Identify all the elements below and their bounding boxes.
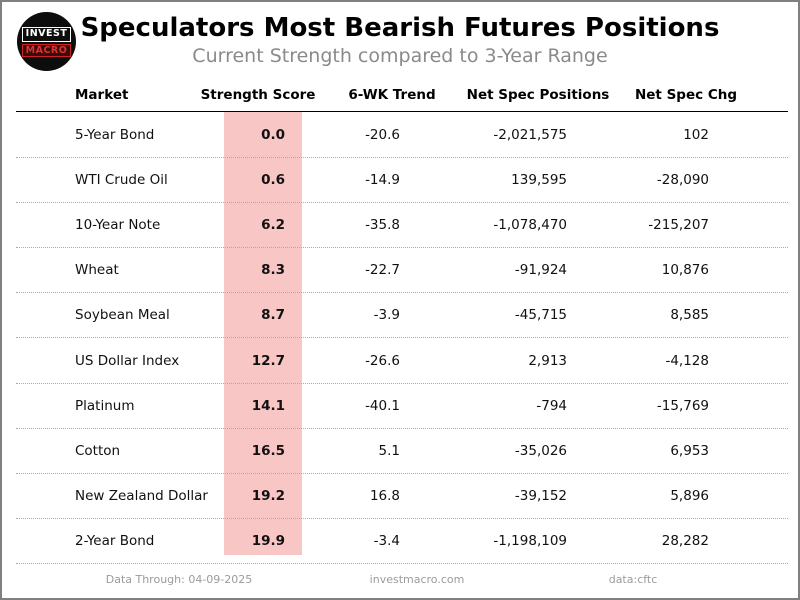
column-header-net-spec-chg: Net Spec Chg xyxy=(634,87,738,103)
net-spec-chg-cell: -28,090 xyxy=(656,171,709,188)
net-spec-positions-cell: -91,924 xyxy=(514,262,567,279)
net-spec-positions-cell: -35,026 xyxy=(514,442,567,459)
trend-cell: 5.1 xyxy=(378,442,400,459)
table-row: 5-Year Bond 0.0 -20.6 -2,021,575 102 xyxy=(16,113,788,158)
table-row: US Dollar Index 12.7 -26.6 2,913 -4,128 xyxy=(16,338,788,384)
net-spec-positions-cell: -794 xyxy=(536,397,567,414)
header-divider-line xyxy=(16,111,788,112)
market-cell: 5-Year Bond xyxy=(75,126,155,143)
column-header-market: Market xyxy=(75,87,129,103)
trend-cell: -3.4 xyxy=(373,533,400,550)
table-row: 10-Year Note 6.2 -35.8 -1,078,470 -215,2… xyxy=(16,203,788,249)
logo-text-macro: MACRO xyxy=(21,43,72,57)
net-spec-chg-cell: 8,585 xyxy=(670,307,709,324)
net-spec-chg-cell: 5,896 xyxy=(670,488,709,505)
market-cell: Platinum xyxy=(75,397,135,414)
column-header-6wk-trend: 6-WK Trend xyxy=(348,87,436,103)
strength-score-cell: 14.1 xyxy=(251,397,285,414)
trend-cell: -40.1 xyxy=(365,397,400,414)
column-header-net-spec-positions: Net Spec Positions xyxy=(466,87,610,103)
strength-score-highlight-band xyxy=(224,112,302,555)
net-spec-chg-cell: 102 xyxy=(683,126,709,143)
strength-score-cell: 8.3 xyxy=(261,262,285,279)
table-row: Cotton 16.5 5.1 -35,026 6,953 xyxy=(16,429,788,474)
market-cell: 2-Year Bond xyxy=(75,533,155,550)
strength-score-cell: 0.6 xyxy=(261,171,285,188)
trend-cell: 16.8 xyxy=(369,488,400,505)
strength-score-cell: 8.7 xyxy=(261,307,285,324)
market-cell: Cotton xyxy=(75,442,121,459)
table-row: Platinum 14.1 -40.1 -794 -15,769 xyxy=(16,384,788,429)
trend-cell: -35.8 xyxy=(365,216,400,233)
strength-score-cell: 19.9 xyxy=(251,533,285,550)
net-spec-chg-cell: -215,207 xyxy=(648,216,709,233)
market-cell: WTI Crude Oil xyxy=(75,171,168,188)
net-spec-positions-cell: -2,021,575 xyxy=(493,126,567,143)
table-row: 2-Year Bond 19.9 -3.4 -1,198,109 28,282 xyxy=(16,519,788,565)
table-row: Soybean Meal 8.7 -3.9 -45,715 8,585 xyxy=(16,293,788,339)
page-subtitle: Current Strength compared to 3-Year Rang… xyxy=(192,45,608,67)
trend-cell: -26.6 xyxy=(365,352,400,369)
table-row: WTI Crude Oil 0.6 -14.9 139,595 -28,090 xyxy=(16,158,788,203)
market-cell: Wheat xyxy=(75,262,119,279)
page-title: Speculators Most Bearish Futures Positio… xyxy=(80,13,720,43)
net-spec-chg-cell: 28,282 xyxy=(661,533,709,550)
market-cell: 10-Year Note xyxy=(75,216,161,233)
net-spec-positions-cell: -45,715 xyxy=(514,307,567,324)
trend-cell: -14.9 xyxy=(365,171,400,188)
table-row: Wheat 8.3 -22.7 -91,924 10,876 xyxy=(16,248,788,294)
strength-score-cell: 19.2 xyxy=(251,488,285,505)
net-spec-chg-cell: 6,953 xyxy=(670,442,709,459)
footer-website: investmacro.com xyxy=(369,573,465,586)
table-row: New Zealand Dollar 19.2 16.8 -39,152 5,8… xyxy=(16,474,788,520)
net-spec-positions-cell: 2,913 xyxy=(528,352,567,369)
strength-score-cell: 16.5 xyxy=(251,442,285,459)
market-cell: US Dollar Index xyxy=(75,352,180,369)
net-spec-positions-cell: -39,152 xyxy=(514,488,567,505)
table-body: 5-Year Bond 0.0 -20.6 -2,021,575 102 WTI… xyxy=(16,113,788,565)
strength-score-cell: 12.7 xyxy=(251,352,285,369)
market-cell: New Zealand Dollar xyxy=(75,488,208,505)
net-spec-chg-cell: -15,769 xyxy=(656,397,709,414)
net-spec-chg-cell: 10,876 xyxy=(661,262,709,279)
net-spec-positions-cell: -1,198,109 xyxy=(493,533,567,550)
strength-score-cell: 6.2 xyxy=(261,216,285,233)
net-spec-positions-cell: -1,078,470 xyxy=(493,216,567,233)
column-header-strength-score: Strength Score xyxy=(200,87,316,103)
logo-text-invest: INVEST xyxy=(21,26,72,42)
market-cell: Soybean Meal xyxy=(75,307,170,324)
footer-data-through: Data Through: 04-09-2025 xyxy=(105,573,253,586)
net-spec-positions-cell: 139,595 xyxy=(511,171,567,188)
investmacro-logo: INVEST MACRO xyxy=(17,12,76,71)
footer-data-source: data:cftc xyxy=(608,573,658,586)
trend-cell: -22.7 xyxy=(365,262,400,279)
strength-score-cell: 0.0 xyxy=(261,126,285,143)
net-spec-chg-cell: -4,128 xyxy=(665,352,709,369)
trend-cell: -3.9 xyxy=(373,307,400,324)
trend-cell: -20.6 xyxy=(365,126,400,143)
